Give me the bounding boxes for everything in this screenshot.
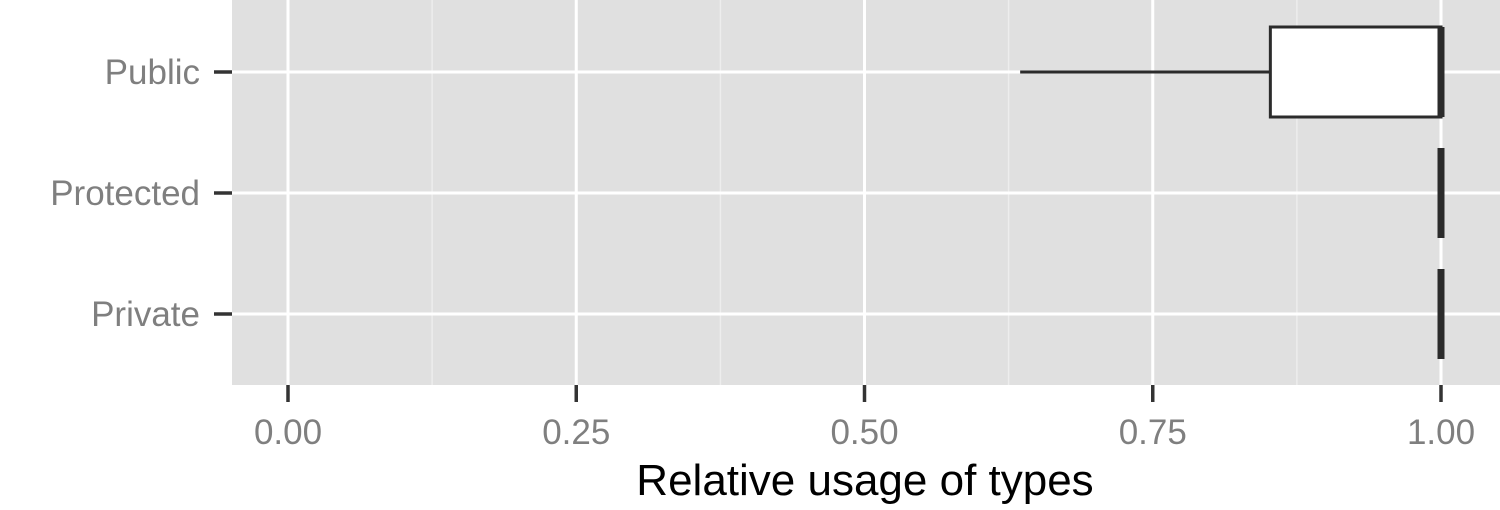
x-axis: 0.00 0.25 0.50 0.75 1.00 xyxy=(254,385,1475,452)
y-axis: Private Protected Public xyxy=(50,53,232,334)
x-tick-label-3: 0.75 xyxy=(1119,413,1187,452)
y-tick-label-public: Public xyxy=(105,53,200,92)
x-tick-label-4: 1.00 xyxy=(1407,413,1475,452)
y-tick-label-protected: Protected xyxy=(50,174,200,213)
x-axis-title: Relative usage of types xyxy=(636,456,1093,505)
x-tick-label-1: 0.25 xyxy=(542,413,610,452)
boxes xyxy=(1020,25,1445,359)
box-public xyxy=(1020,25,1445,119)
x-tick-label-2: 0.50 xyxy=(830,413,898,452)
iqr-box-public xyxy=(1268,25,1443,119)
x-tick-label-0: 0.00 xyxy=(254,413,322,452)
y-tick-label-private: Private xyxy=(91,295,200,334)
